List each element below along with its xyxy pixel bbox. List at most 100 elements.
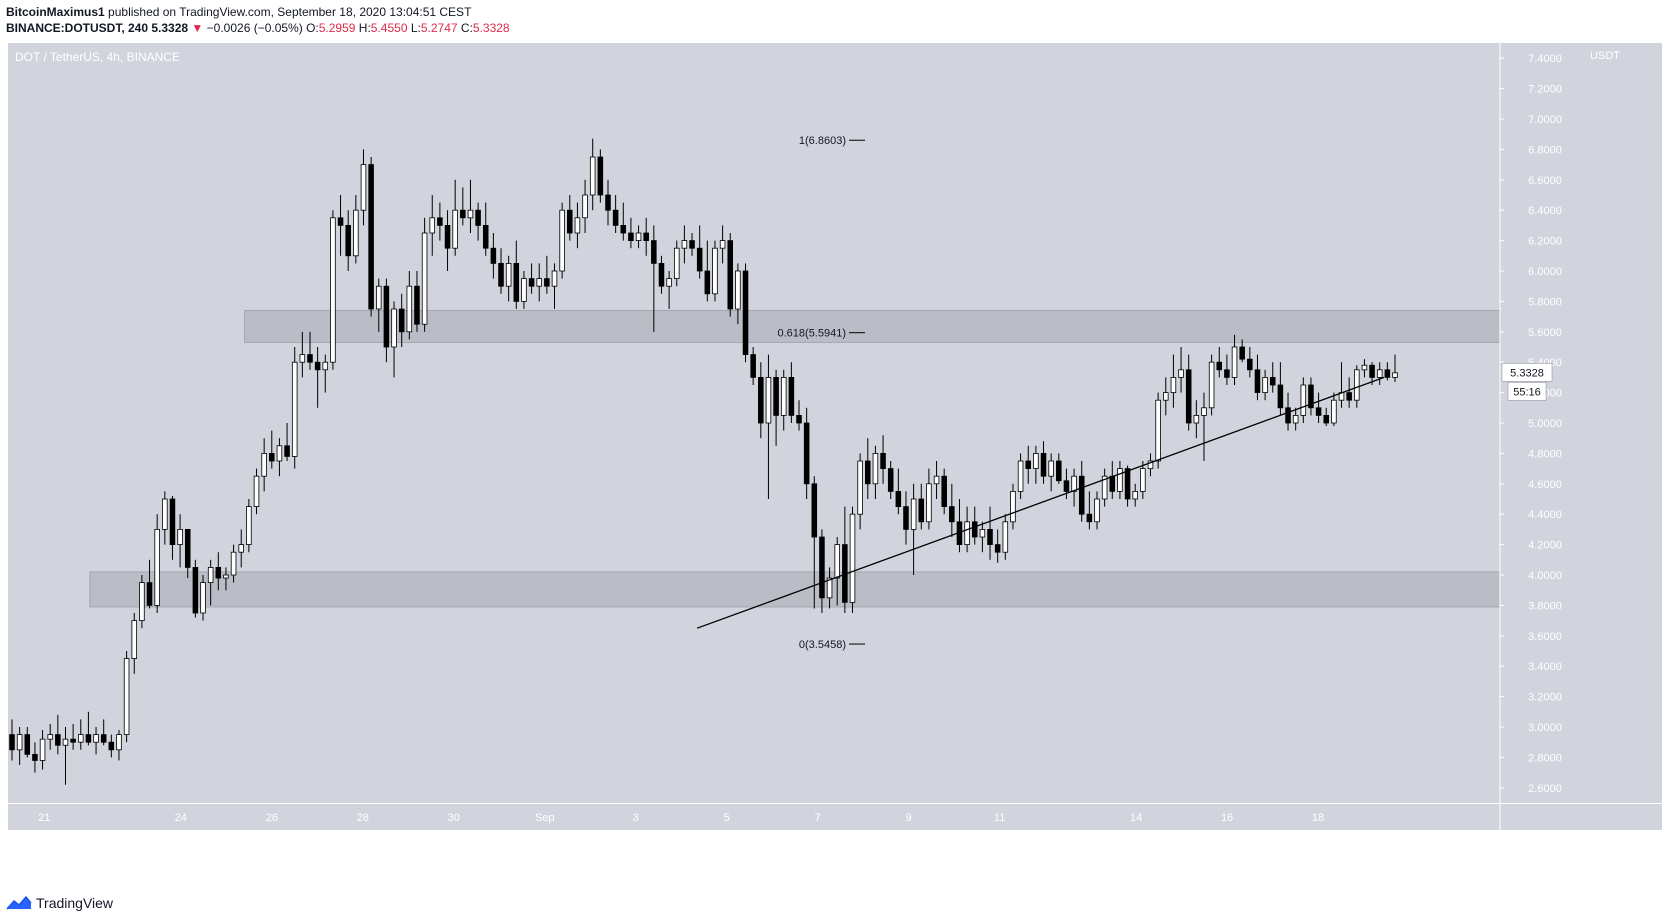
candle: [712, 240, 718, 302]
y-tick-label: 7.2000: [1528, 84, 1562, 96]
candle-body: [536, 278, 542, 287]
candle-body: [750, 354, 756, 378]
ascending-trendline: [696, 376, 1385, 629]
candle: [177, 514, 183, 568]
time-axis[interactable]: [8, 803, 1662, 830]
candle-body: [1010, 490, 1016, 523]
x-tick-label: 18: [1312, 812, 1324, 824]
candle: [742, 263, 749, 363]
candle-body: [353, 209, 359, 257]
candle-body: [1063, 480, 1070, 492]
candle-body: [184, 529, 191, 568]
candle-body: [337, 217, 344, 226]
candle: [1010, 483, 1016, 530]
candle: [1170, 354, 1177, 408]
candle-body: [1323, 414, 1330, 424]
candle-body: [123, 658, 130, 735]
candle: [9, 719, 15, 761]
candle: [574, 202, 581, 249]
candle-body: [971, 521, 978, 538]
candle: [108, 734, 115, 758]
candle-body: [314, 361, 321, 371]
candle: [887, 461, 894, 499]
candle: [322, 354, 329, 393]
ohlc-line: BINANCE:DOTUSDT, 240 5.3328 ▼ −0.0026 (−…: [6, 20, 1656, 36]
candle: [360, 149, 367, 226]
last-price-label-bg: [1501, 363, 1553, 382]
candle-body: [780, 376, 787, 416]
candle-body: [941, 475, 947, 508]
y-tick-label: 2.8000: [1528, 752, 1562, 764]
down-arrow-icon: ▼: [191, 21, 204, 35]
candle-body: [1201, 407, 1207, 416]
candle-body: [162, 498, 168, 530]
candle: [1346, 377, 1352, 408]
tradingview-logo-icon: [6, 895, 32, 910]
y-tick-label: 4.0000: [1528, 570, 1562, 582]
candle: [368, 157, 374, 317]
candle: [689, 233, 695, 256]
candle-body: [1392, 372, 1398, 378]
candle-body: [887, 468, 894, 492]
candle: [24, 727, 31, 758]
candle-body: [1056, 460, 1062, 482]
candle-body: [398, 308, 405, 333]
candle: [628, 217, 634, 249]
candle-body: [1094, 498, 1100, 523]
candle: [414, 271, 420, 332]
candle: [1140, 461, 1146, 499]
candle: [1262, 369, 1268, 401]
candle: [1040, 441, 1047, 484]
candle: [811, 476, 818, 609]
candle-body: [131, 620, 138, 659]
publisher-name[interactable]: BitcoinMaximus1: [6, 5, 105, 19]
candle: [70, 723, 76, 750]
candle: [1384, 362, 1391, 381]
candle-body: [681, 240, 688, 249]
candle: [1056, 453, 1062, 484]
candle: [528, 263, 535, 294]
plot-area[interactable]: [8, 43, 1500, 803]
candle-body: [612, 209, 619, 226]
low-label: L:: [410, 21, 421, 35]
candle-body: [1300, 384, 1307, 416]
y-tick-label: 7.4000: [1528, 53, 1562, 65]
candle-body: [719, 240, 726, 249]
candle-body: [758, 376, 764, 424]
y-tick-label: 6.8000: [1528, 144, 1562, 156]
candle: [796, 400, 802, 431]
candle-body: [116, 734, 122, 751]
open-value: 5.2959: [318, 21, 356, 35]
candle-body: [826, 577, 833, 599]
candle: [200, 575, 206, 621]
candle: [123, 651, 130, 743]
candle: [681, 225, 688, 264]
candle: [1193, 400, 1200, 439]
candle-body: [949, 506, 955, 523]
candle-body: [467, 209, 474, 219]
candle-body: [872, 452, 879, 485]
candle: [834, 537, 840, 606]
candle-body: [635, 232, 642, 241]
candle-body: [964, 521, 970, 545]
candle-body: [482, 224, 489, 249]
candle-body: [551, 270, 558, 287]
candle: [551, 263, 558, 309]
candle-body: [207, 567, 214, 584]
candle: [567, 195, 573, 241]
candle: [987, 506, 993, 560]
y-tick-label: 4.8000: [1528, 448, 1562, 460]
candle-body: [1224, 369, 1230, 378]
candle-body: [291, 361, 298, 457]
candle: [513, 240, 520, 309]
candle: [758, 362, 764, 439]
candle-body: [712, 247, 718, 295]
candle-body: [215, 567, 222, 579]
price-axis[interactable]: [1500, 43, 1662, 803]
candle: [1331, 392, 1337, 427]
candle: [337, 195, 344, 256]
candle: [1208, 354, 1215, 416]
candle: [223, 567, 229, 591]
candle-body: [177, 529, 183, 546]
